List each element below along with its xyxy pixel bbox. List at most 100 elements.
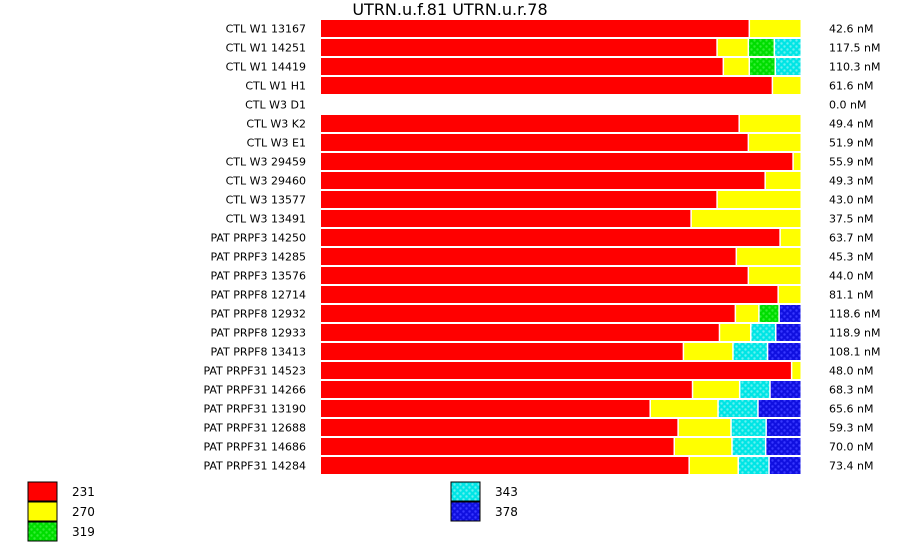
row-total: 65.6 nM xyxy=(829,403,873,416)
bar-segment-231 xyxy=(321,381,692,398)
row-total: 37.5 nM xyxy=(829,213,873,226)
legend-label: 378 xyxy=(495,505,518,519)
legend-item-319: 319 xyxy=(27,521,95,542)
row-total: 42.6 nM xyxy=(829,23,873,36)
bar-row: PAT PRPF3 14250 63.7 nM xyxy=(210,229,873,246)
bar-segment-270 xyxy=(749,134,801,151)
bar-segment-378 xyxy=(769,457,801,474)
bar-segment-343 xyxy=(776,58,801,75)
row-total: 59.3 nM xyxy=(829,422,873,435)
row-label: CTL W1 H1 xyxy=(245,80,306,93)
row-label: CTL W3 K2 xyxy=(246,118,306,131)
bar-row: PAT PRPF8 12932 118.6 nM xyxy=(210,305,880,322)
legend-item-343: 343 xyxy=(450,481,518,502)
bar-segment-270 xyxy=(739,115,801,132)
bar-segment-319 xyxy=(749,39,774,56)
bar-segment-378 xyxy=(768,343,801,360)
bar-row: PAT PRPF31 14284 73.4 nM xyxy=(203,457,873,474)
bar-row: PAT PRPF8 13413 108.1 nM xyxy=(210,343,880,360)
row-total: 0.0 nM xyxy=(829,99,866,112)
bar-segment-270 xyxy=(773,77,801,94)
legend-label: 270 xyxy=(72,505,95,519)
bar-segment-231 xyxy=(321,324,719,341)
bar-segment-231 xyxy=(321,286,778,303)
bar-segment-270 xyxy=(765,172,801,189)
row-label: CTL W1 14419 xyxy=(226,61,306,74)
row-total: 118.6 nM xyxy=(829,308,880,321)
bar-segment-270 xyxy=(684,343,733,360)
row-total: 51.9 nM xyxy=(829,137,873,150)
legend-swatch xyxy=(450,501,481,522)
legend-item-378: 378 xyxy=(450,501,518,522)
bar-row: PAT PRPF31 14523 48.0 nM xyxy=(203,362,873,379)
row-label: PAT PRPF31 14523 xyxy=(203,365,306,378)
bar-segment-378 xyxy=(770,381,801,398)
legend-swatch xyxy=(27,501,58,522)
row-total: 117.5 nM xyxy=(829,42,880,55)
row-label: CTL W3 29459 xyxy=(226,156,306,169)
bar-segment-343 xyxy=(718,400,758,417)
bar-row: CTL W3 K2 49.4 nM xyxy=(246,115,873,132)
bar-segment-231 xyxy=(321,267,748,284)
bar-segment-231 xyxy=(321,400,650,417)
row-label: PAT PRPF31 12688 xyxy=(203,422,306,435)
bar-segment-343 xyxy=(740,381,770,398)
bar-segment-231 xyxy=(321,58,723,75)
row-total: 44.0 nM xyxy=(829,270,873,283)
row-total: 45.3 nM xyxy=(829,251,873,264)
row-label: CTL W3 13577 xyxy=(226,194,306,207)
bar-segment-270 xyxy=(793,153,801,170)
bar-segment-270 xyxy=(737,248,801,265)
bar-row: PAT PRPF31 12688 59.3 nM xyxy=(203,419,873,436)
bar-row: CTL W1 14251 117.5 nM xyxy=(226,39,880,56)
bar-segment-270 xyxy=(720,324,750,341)
bar-row: CTL W3 29460 49.3 nM xyxy=(226,172,873,189)
legend-swatch xyxy=(450,481,481,502)
bar-segment-231 xyxy=(321,20,749,37)
bar-segment-231 xyxy=(321,457,689,474)
bar-segment-231 xyxy=(321,191,717,208)
bar-segment-319 xyxy=(750,58,775,75)
bar-segment-231 xyxy=(321,305,735,322)
bar-segment-270 xyxy=(689,457,738,474)
row-label: CTL W3 D1 xyxy=(245,99,306,112)
legend-label: 343 xyxy=(495,485,518,499)
chart-title: UTRN.u.f.81 UTRN.u.r.78 xyxy=(352,0,547,19)
row-total: 48.0 nM xyxy=(829,365,873,378)
bar-row: CTL W3 29459 55.9 nM xyxy=(226,153,873,170)
bar-segment-378 xyxy=(758,400,801,417)
bar-segment-270 xyxy=(724,58,749,75)
bar-segment-270 xyxy=(675,438,732,455)
row-label: PAT PRPF3 13576 xyxy=(210,270,306,283)
bar-segment-231 xyxy=(321,115,739,132)
row-total: 43.0 nM xyxy=(829,194,873,207)
bar-row: PAT PRPF31 14266 68.3 nM xyxy=(203,381,873,398)
bar-segment-378 xyxy=(776,324,801,341)
row-total: 49.4 nM xyxy=(829,118,873,131)
legend-item-231: 231 xyxy=(27,481,95,502)
bar-segment-270 xyxy=(778,286,801,303)
bar-segment-378 xyxy=(766,438,801,455)
bar-row: PAT PRPF31 13190 65.6 nM xyxy=(203,400,873,417)
bar-segment-270 xyxy=(717,39,748,56)
row-label: CTL W3 13491 xyxy=(226,213,306,226)
bar-segment-319 xyxy=(759,305,779,322)
row-label: CTL W3 29460 xyxy=(226,175,306,188)
bar-row: CTL W3 E1 51.9 nM xyxy=(247,134,873,151)
legend-swatch xyxy=(27,521,58,542)
bar-segment-270 xyxy=(691,210,801,227)
row-label: CTL W3 E1 xyxy=(247,137,306,150)
bar-segment-231 xyxy=(321,229,780,246)
row-label: PAT PRPF31 14284 xyxy=(203,460,306,473)
bar-row: PAT PRPF8 12714 81.1 nM xyxy=(210,286,873,303)
bar-segment-231 xyxy=(321,362,791,379)
bar-segment-270 xyxy=(750,20,801,37)
bar-segment-231 xyxy=(321,172,765,189)
bar-segment-378 xyxy=(766,419,801,436)
bar-segment-231 xyxy=(321,343,683,360)
row-label: CTL W1 14251 xyxy=(226,42,306,55)
legend-label: 231 xyxy=(72,485,95,499)
row-label: PAT PRPF31 14266 xyxy=(203,384,306,397)
legend-swatch xyxy=(27,481,58,502)
